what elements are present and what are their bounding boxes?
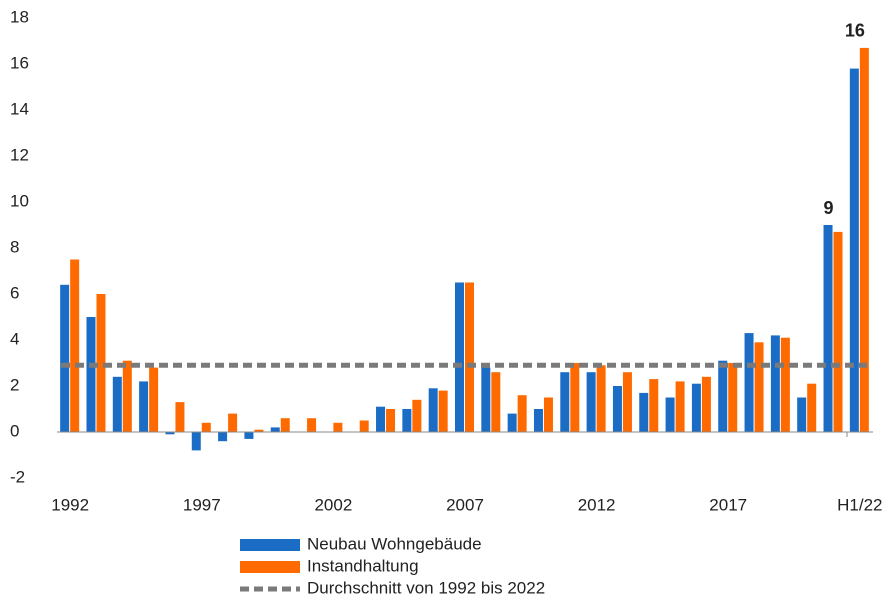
bar xyxy=(165,432,175,435)
bar xyxy=(823,225,833,432)
bar xyxy=(386,409,396,432)
bar xyxy=(465,282,474,432)
bar xyxy=(797,397,807,432)
bar xyxy=(228,413,238,432)
bar xyxy=(359,420,369,432)
bar xyxy=(612,386,622,432)
bar xyxy=(639,392,649,432)
y-tick-label: 14 xyxy=(10,99,29,118)
bar xyxy=(60,284,70,432)
bar xyxy=(675,381,685,432)
bar xyxy=(270,427,280,432)
bar xyxy=(491,372,501,432)
bar xyxy=(376,406,386,432)
bar xyxy=(438,390,448,432)
y-tick-label: 2 xyxy=(10,375,19,394)
legend-label: Durchschnitt von 1992 bis 2022 xyxy=(307,578,545,597)
x-tick-label: 1997 xyxy=(183,495,221,514)
legend-label: Neubau Wohngebäude xyxy=(307,534,482,553)
bar xyxy=(859,47,869,433)
legend-swatch xyxy=(240,561,300,573)
value-label: 9 xyxy=(824,198,834,218)
bar xyxy=(701,376,711,432)
y-tick-label: 12 xyxy=(10,145,29,164)
bar xyxy=(139,381,149,432)
y-tick-label: 6 xyxy=(10,283,19,302)
legend-swatch xyxy=(240,539,300,551)
bar xyxy=(744,333,754,432)
y-tick-label: 8 xyxy=(10,237,19,256)
bar xyxy=(70,259,80,432)
bar xyxy=(481,367,491,432)
bar xyxy=(507,413,517,432)
bar xyxy=(149,367,159,432)
y-tick-label: 16 xyxy=(10,53,29,72)
bar xyxy=(649,379,659,432)
bar xyxy=(86,317,96,432)
bar xyxy=(201,422,211,432)
bar xyxy=(833,231,843,432)
value-label: 16 xyxy=(845,21,865,41)
bar xyxy=(517,395,527,432)
bar xyxy=(112,376,122,432)
bar xyxy=(586,372,596,432)
bar xyxy=(560,372,570,432)
bar xyxy=(402,409,412,432)
bar xyxy=(622,372,632,432)
bar xyxy=(244,432,254,439)
y-tick-label: 4 xyxy=(10,329,19,348)
y-tick-label: -2 xyxy=(10,467,25,486)
bar xyxy=(96,294,106,432)
bar xyxy=(754,342,764,432)
bar xyxy=(691,383,701,432)
y-tick-label: 0 xyxy=(10,421,19,440)
x-tick-label: 2012 xyxy=(578,495,616,514)
x-tick-label: H1/22 xyxy=(837,495,882,514)
bar xyxy=(333,422,343,432)
bar xyxy=(175,402,185,432)
x-tick-label: 2007 xyxy=(446,495,484,514)
bar xyxy=(455,282,464,432)
x-tick-label: 2002 xyxy=(314,495,352,514)
bar xyxy=(428,388,438,432)
bar xyxy=(596,365,606,432)
bar xyxy=(543,397,553,432)
bar xyxy=(849,68,859,432)
legend-label: Instandhaltung xyxy=(307,556,419,575)
y-tick-label: 18 xyxy=(10,7,29,26)
bar xyxy=(770,335,780,432)
x-tick-label: 2017 xyxy=(709,495,747,514)
bar xyxy=(807,383,817,432)
bar xyxy=(307,418,317,432)
bar xyxy=(665,397,675,432)
x-tick-label: 1992 xyxy=(51,495,89,514)
y-tick-label: 10 xyxy=(10,191,29,210)
bar xyxy=(780,337,790,432)
bar xyxy=(191,432,201,451)
bar xyxy=(218,432,228,442)
bar xyxy=(254,429,264,432)
bar xyxy=(122,360,132,432)
bar xyxy=(280,418,290,432)
bar xyxy=(718,360,728,432)
bar xyxy=(412,399,422,432)
bar xyxy=(570,363,580,432)
bar xyxy=(728,363,738,432)
bar xyxy=(533,409,543,432)
